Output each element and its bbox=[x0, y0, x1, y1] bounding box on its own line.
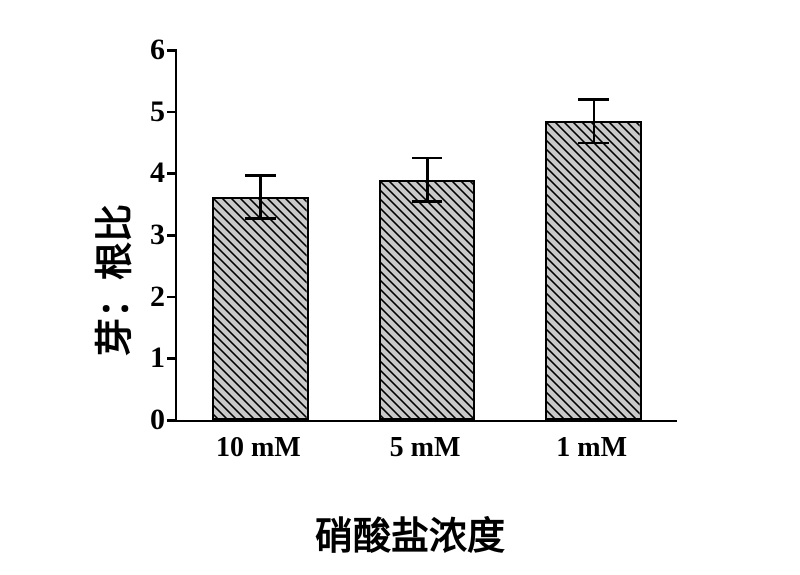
errorbar-stem bbox=[426, 158, 429, 201]
y-tick-label: 1 bbox=[137, 341, 165, 375]
y-axis-label: 芽：根比 bbox=[84, 204, 139, 356]
y-tick bbox=[167, 234, 177, 237]
bar bbox=[545, 121, 642, 420]
y-tick bbox=[167, 296, 177, 299]
errorbar-cap-bottom bbox=[578, 142, 609, 145]
y-tick bbox=[167, 172, 177, 175]
plot-area: 0123456 bbox=[175, 50, 677, 422]
errorbar-stem bbox=[259, 175, 262, 218]
category-label: 5 mM bbox=[390, 432, 461, 464]
y-tick-label: 0 bbox=[137, 403, 165, 437]
y-tick-label: 3 bbox=[137, 218, 165, 252]
y-tick-label: 4 bbox=[137, 156, 165, 190]
y-tick bbox=[167, 357, 177, 360]
y-tick-label: 5 bbox=[137, 95, 165, 129]
errorbar-cap-bottom bbox=[412, 200, 443, 203]
errorbar-cap-top bbox=[578, 98, 609, 101]
y-tick bbox=[167, 419, 177, 422]
errorbar-stem bbox=[593, 99, 596, 142]
y-tick-label: 6 bbox=[137, 33, 165, 67]
y-tick bbox=[167, 49, 177, 52]
errorbar-cap-top bbox=[245, 174, 276, 177]
category-label: 10 mM bbox=[216, 432, 301, 464]
errorbar-cap-top bbox=[412, 157, 443, 160]
x-axis-label: 硝酸盐浓度 bbox=[315, 505, 505, 560]
bar-chart: 芽：根比 0123456 硝酸盐浓度 10 mM5 mM1 mM bbox=[120, 40, 700, 520]
y-tick bbox=[167, 111, 177, 114]
bar bbox=[212, 197, 309, 420]
y-tick-label: 2 bbox=[137, 280, 165, 314]
errorbar-cap-bottom bbox=[245, 217, 276, 220]
category-label: 1 mM bbox=[556, 432, 627, 464]
bar bbox=[379, 180, 476, 421]
